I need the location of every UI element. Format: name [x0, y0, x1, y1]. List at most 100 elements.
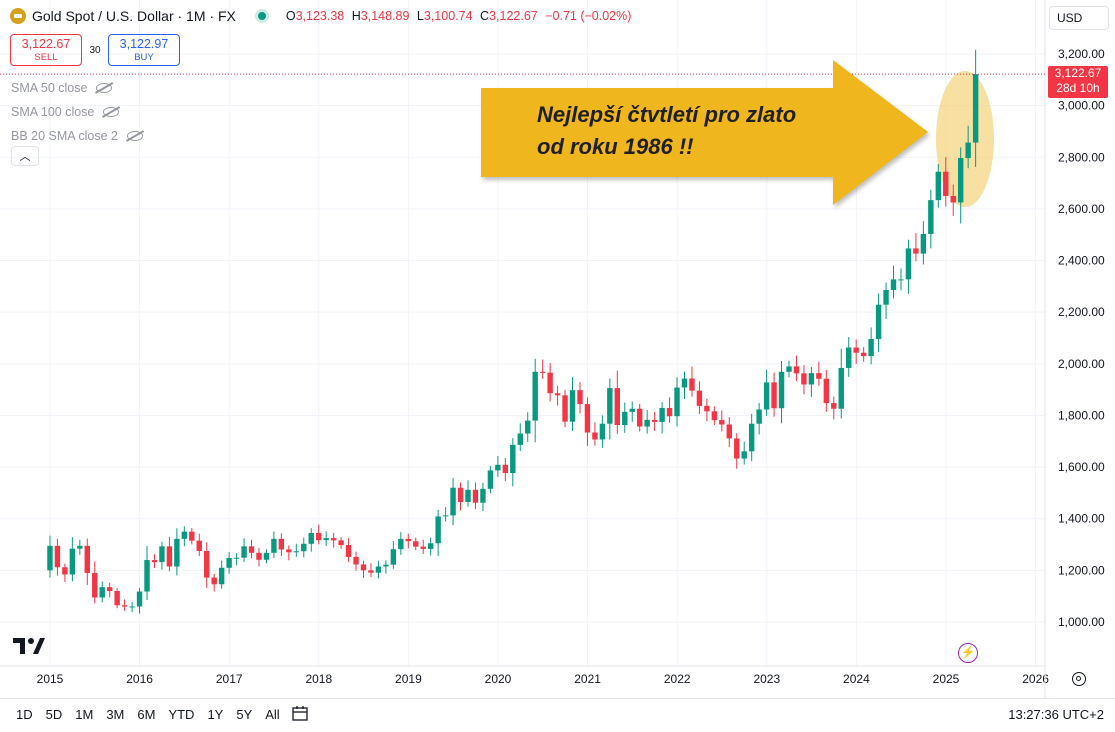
indicator-sma50[interactable]: SMA 50 close [11, 76, 143, 100]
candle[interactable] [218, 560, 225, 589]
range-ytd[interactable]: YTD [168, 707, 195, 722]
collapse-indicators-button[interactable]: ︿ [11, 146, 39, 166]
candle[interactable] [965, 125, 971, 169]
candle[interactable] [681, 371, 688, 400]
candle[interactable] [510, 438, 516, 487]
settings-gear-icon[interactable] [1072, 672, 1086, 686]
candle[interactable] [263, 549, 270, 564]
calendar-range-icon[interactable] [292, 706, 310, 722]
candle[interactable] [943, 157, 949, 207]
candle[interactable] [756, 403, 762, 435]
candle[interactable] [301, 537, 307, 558]
candle[interactable] [913, 233, 919, 262]
candle[interactable] [622, 402, 628, 433]
tradingview-logo-icon[interactable] [13, 636, 45, 656]
candle[interactable] [495, 455, 501, 477]
candle[interactable] [868, 327, 874, 365]
candle[interactable] [674, 377, 680, 427]
candle[interactable] [480, 482, 486, 512]
candle[interactable] [308, 528, 314, 552]
candle[interactable] [763, 369, 770, 416]
range-1d[interactable]: 1D [16, 707, 33, 722]
candle[interactable] [860, 347, 867, 362]
candle[interactable] [950, 184, 956, 216]
candle[interactable] [651, 412, 658, 431]
candle[interactable] [174, 528, 180, 576]
candle[interactable] [502, 457, 509, 482]
candle[interactable] [487, 466, 494, 494]
candle[interactable] [47, 535, 53, 578]
candle[interactable] [248, 539, 255, 559]
candle[interactable] [786, 360, 792, 378]
candle[interactable] [106, 582, 113, 598]
candle[interactable] [562, 389, 568, 428]
range-all[interactable]: All [265, 707, 280, 722]
sell-button[interactable]: 3,122.67 SELL [10, 34, 82, 66]
candle[interactable] [637, 403, 643, 432]
candle[interactable] [846, 337, 852, 377]
candle[interactable] [278, 533, 285, 556]
candle[interactable] [136, 587, 143, 614]
candle[interactable] [54, 538, 61, 576]
candle[interactable] [353, 551, 359, 571]
candle[interactable] [778, 360, 785, 424]
candle[interactable] [226, 552, 232, 574]
candle[interactable] [457, 482, 464, 511]
symbol-title[interactable]: Gold Spot / U.S. Dollar · 1M · FX [32, 8, 236, 24]
range-6m[interactable]: 6M [137, 707, 156, 722]
candle[interactable] [801, 365, 807, 395]
candle[interactable] [144, 546, 150, 600]
candle[interactable] [196, 533, 202, 557]
candle[interactable] [338, 536, 344, 549]
candle[interactable] [577, 382, 583, 414]
candle[interactable] [614, 370, 621, 434]
candle[interactable] [69, 537, 76, 582]
candle[interactable] [592, 422, 598, 446]
candle[interactable] [957, 147, 964, 224]
candle[interactable] [883, 282, 889, 320]
candle[interactable] [181, 526, 188, 547]
candle[interactable] [734, 433, 740, 469]
candle[interactable] [465, 480, 471, 507]
candle[interactable] [629, 401, 635, 422]
candle[interactable] [286, 545, 292, 561]
range-3m[interactable]: 3M [106, 707, 125, 722]
candle[interactable] [368, 563, 374, 577]
lightning-icon[interactable]: ⚡ [958, 643, 978, 663]
candle[interactable] [435, 509, 441, 556]
candle[interactable] [920, 221, 927, 265]
candle[interactable] [99, 581, 105, 603]
candle[interactable] [413, 537, 419, 551]
candle[interactable] [659, 402, 665, 434]
candle[interactable] [233, 553, 240, 566]
candle[interactable] [84, 538, 90, 585]
candle[interactable] [77, 539, 83, 555]
candle[interactable] [345, 538, 352, 562]
candle[interactable] [569, 377, 576, 432]
candle[interactable] [972, 49, 979, 167]
candle[interactable] [450, 477, 456, 526]
candle[interactable] [121, 599, 128, 611]
candle[interactable] [360, 560, 367, 578]
candle[interactable] [704, 398, 710, 422]
candle[interactable] [211, 573, 217, 592]
candle[interactable] [114, 588, 120, 609]
candle[interactable] [293, 543, 300, 557]
candle[interactable] [420, 539, 426, 555]
candle[interactable] [719, 410, 725, 432]
candle[interactable] [323, 531, 329, 546]
candle[interactable] [159, 541, 165, 570]
currency-selector[interactable]: USD [1049, 6, 1109, 30]
candle[interactable] [554, 385, 561, 406]
indicator-bb20[interactable]: BB 20 SMA close 2 [11, 124, 144, 148]
candle[interactable] [204, 542, 210, 588]
candle[interactable] [532, 358, 538, 443]
candle[interactable] [517, 423, 523, 452]
eye-hidden-icon[interactable] [103, 107, 120, 117]
candle[interactable] [875, 293, 882, 353]
candle[interactable] [890, 265, 897, 299]
candle[interactable] [711, 406, 718, 426]
candle[interactable] [928, 189, 934, 249]
candle[interactable] [189, 527, 195, 545]
candle[interactable] [62, 563, 68, 582]
